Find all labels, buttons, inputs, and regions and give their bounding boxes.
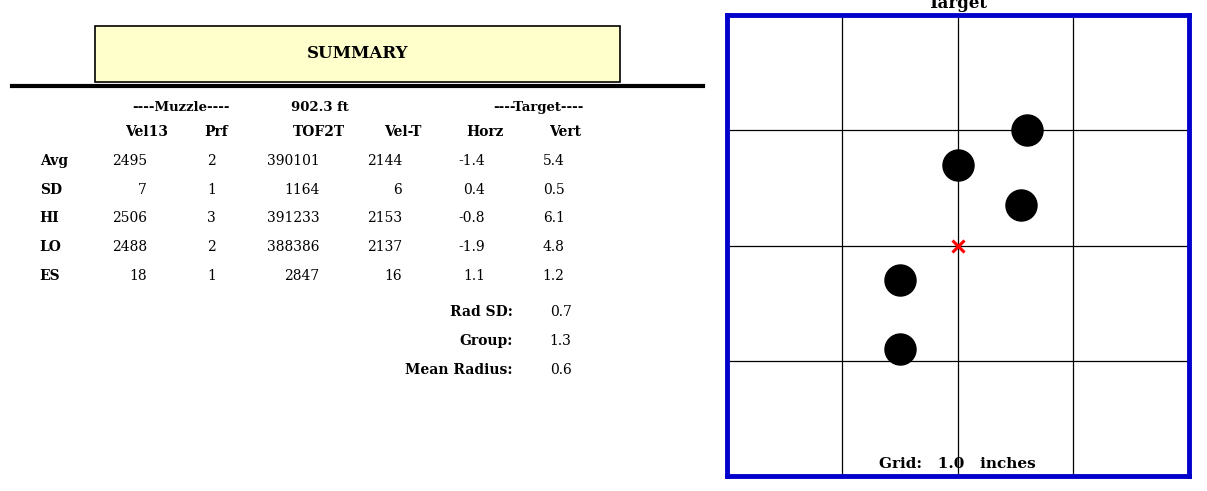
Text: Vel-T: Vel-T	[384, 125, 421, 139]
Text: SD: SD	[40, 183, 62, 197]
Text: 3: 3	[208, 211, 216, 225]
Text: Mean Radius:: Mean Radius:	[406, 363, 513, 377]
Text: 2153: 2153	[367, 211, 402, 225]
Text: 0.5: 0.5	[543, 183, 565, 197]
Text: 16: 16	[385, 269, 402, 282]
Text: SUMMARY: SUMMARY	[307, 46, 408, 62]
Text: 5.4: 5.4	[543, 154, 565, 168]
Text: -1.9: -1.9	[459, 240, 485, 254]
Title: Target: Target	[928, 0, 987, 12]
Text: 6.1: 6.1	[543, 211, 565, 225]
Point	[1011, 201, 1031, 209]
Text: 391233: 391233	[267, 211, 320, 225]
Text: 18: 18	[129, 269, 147, 282]
Text: Vert: Vert	[549, 125, 581, 139]
Text: ----Target----: ----Target----	[494, 101, 584, 113]
Text: 2144: 2144	[367, 154, 402, 168]
Text: Vel13: Vel13	[126, 125, 168, 139]
Point	[1018, 126, 1037, 134]
Text: 1.2: 1.2	[543, 269, 565, 282]
Text: Prf: Prf	[204, 125, 228, 139]
Text: HI: HI	[40, 211, 59, 225]
Text: 7: 7	[138, 183, 147, 197]
Point	[949, 161, 968, 169]
Text: 2506: 2506	[112, 211, 147, 225]
Text: 902.3 ft: 902.3 ft	[291, 101, 349, 113]
Text: 2488: 2488	[111, 240, 147, 254]
Text: 2: 2	[208, 154, 216, 168]
Text: 1164: 1164	[284, 183, 320, 197]
FancyBboxPatch shape	[95, 27, 620, 82]
Text: 2847: 2847	[284, 269, 320, 282]
Text: 2: 2	[208, 240, 216, 254]
Text: 0.7: 0.7	[549, 305, 572, 320]
Text: TOF2T: TOF2T	[293, 125, 345, 139]
Text: -1.4: -1.4	[459, 154, 485, 168]
Text: Horz: Horz	[467, 125, 503, 139]
Text: 4.8: 4.8	[543, 240, 565, 254]
Text: -0.8: -0.8	[459, 211, 485, 225]
Text: 1: 1	[206, 269, 216, 282]
Text: Avg: Avg	[40, 154, 68, 168]
Text: LO: LO	[40, 240, 62, 254]
Text: 1.1: 1.1	[463, 269, 485, 282]
Text: 1.3: 1.3	[549, 334, 572, 348]
Text: Grid:   1.0   inches: Grid: 1.0 inches	[880, 457, 1036, 471]
Text: 388386: 388386	[267, 240, 320, 254]
Text: ES: ES	[40, 269, 60, 282]
Text: 0.4: 0.4	[463, 183, 485, 197]
Text: 6: 6	[393, 183, 402, 197]
Text: 2137: 2137	[367, 240, 402, 254]
Text: 2495: 2495	[111, 154, 147, 168]
Point	[891, 346, 910, 354]
Text: 1: 1	[206, 183, 216, 197]
Text: Rad SD:: Rad SD:	[450, 305, 513, 320]
Text: Group:: Group:	[460, 334, 513, 348]
Text: 0.6: 0.6	[550, 363, 572, 377]
Point	[891, 276, 910, 284]
Text: ----Muzzle----: ----Muzzle----	[133, 101, 231, 113]
Text: 390101: 390101	[267, 154, 320, 168]
